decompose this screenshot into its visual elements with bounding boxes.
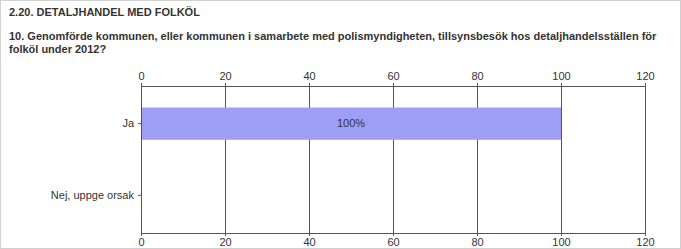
tick-label: Ja [122,117,135,129]
tick-mark [138,123,141,124]
grid [141,86,645,233]
tick-label: 20 [219,236,231,248]
axis-line [142,83,646,87]
plot-frame [141,86,645,233]
tick-label: 100 [552,70,570,82]
bars [141,108,561,140]
tick-label: 40 [303,70,315,82]
x-axis-bottom: 0 20 40 60 80 100 120 [138,233,654,248]
tick: 100 [552,233,570,248]
tick-label: 80 [471,236,483,248]
tick: 60 [387,233,399,248]
tick-mark [141,83,142,86]
tick: 0 [138,70,144,86]
tick-label: 40 [303,236,315,248]
tick: 40 [303,70,315,86]
chart: 2.20. DETALJHANDEL MED FOLKÖL 10. Genomfö… [0,0,681,249]
tick-label: 0 [138,236,144,248]
tick-label: 120 [636,70,654,82]
tick-mark [645,83,646,86]
axis-line [141,87,142,234]
tick: 120 [636,233,654,248]
tick: Ja [122,117,141,129]
tick: 0 [138,233,144,248]
x-axis-top: 0 20 40 60 80 100 120 [138,70,654,87]
tick-label: 60 [387,236,399,248]
tick-label: 100 [552,236,570,248]
tick-mark [477,83,478,86]
tick: 120 [636,70,654,86]
tick: 60 [387,70,399,86]
title: 2.20. DETALJHANDEL MED FOLKÖL [9,6,200,18]
tick-label: 0 [138,70,144,82]
tick: 20 [219,70,231,86]
tick-mark [309,83,310,86]
chart-container: 2.20. DETALJHANDEL MED FOLKÖL 10. Genomfö… [0,0,681,249]
tick-label: 20 [219,70,231,82]
tick-label: 120 [636,236,654,248]
tick: 20 [219,233,231,248]
tick: 80 [471,70,483,86]
tick-label: Nej, uppge orsak [51,189,135,201]
tick-mark [561,83,562,86]
tick-label: 80 [471,70,483,82]
tick-mark [225,83,226,86]
tick: 100 [552,70,570,86]
tick-label: 60 [387,70,399,82]
tick-mark [393,83,394,86]
bar [141,108,561,140]
subtitle: 10. Genomförde kommunen, eller kommunen … [9,30,657,55]
tick: 40 [303,233,315,248]
data-labels: 100% [337,117,365,129]
y-axis: Ja Nej, uppge orsak [51,87,142,234]
background [1,1,681,249]
tick-mark [138,195,141,196]
tick: 80 [471,233,483,248]
tick: Nej, uppge orsak [51,189,141,201]
data-label: 100% [337,117,365,129]
